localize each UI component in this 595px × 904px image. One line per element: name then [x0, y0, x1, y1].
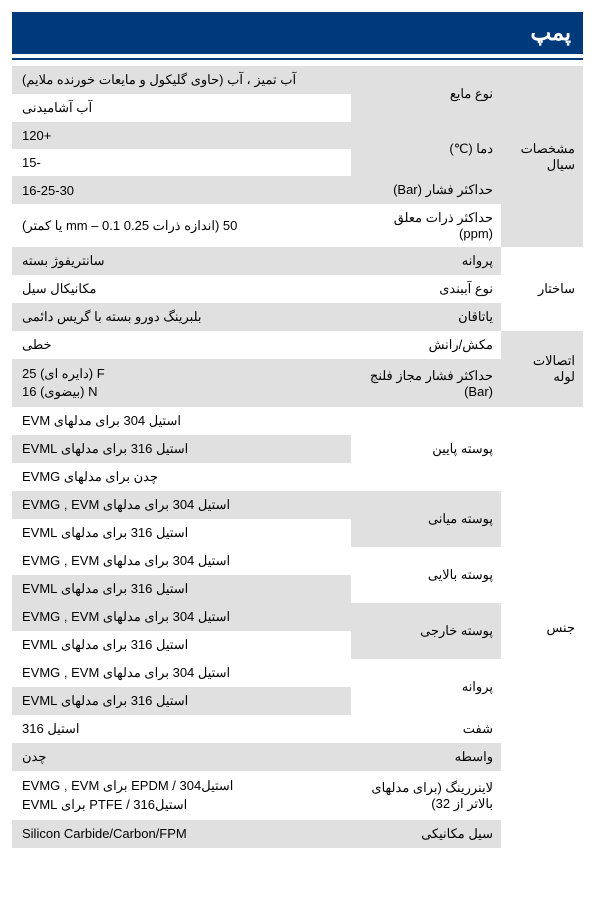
row-value-cell: آب تمیز ، آب (حاوی گلیکول و مایعات خورند… — [12, 66, 351, 94]
row-label-cell: حداکثر ذرات معلق (ppm) — [351, 204, 501, 247]
row-value-cell: F (دایره ای) 25N (بیضوی) 16 — [12, 359, 351, 407]
row-value-cell: خطی — [12, 331, 351, 359]
row-label-cell: حداکثر فشار (Bar) — [351, 176, 501, 204]
row-label-cell: پوسته میانی — [351, 491, 501, 547]
row-value-cell: 50 (اندازه ذرات 0.25 mm – 0.1 یا کمتر) — [12, 204, 351, 247]
row-value-cell: استیل304 / EPDM برای EVMG , EVMاستیل316 … — [12, 771, 351, 819]
section-name-cell: جنس — [501, 407, 583, 847]
row-value-cell: +120 — [12, 122, 351, 149]
row-label-cell: دما (℃) — [351, 122, 501, 176]
row-value-cell: استیل 304 برای مدلهای EVMG , EVM — [12, 547, 351, 575]
row-label-cell: پروانه — [351, 247, 501, 275]
row-value-cell: استیل 316 برای مدلهای EVML — [12, 575, 351, 603]
row-value-cell: آب آشامیدنی — [12, 94, 351, 122]
row-value-cell: استیل 304 برای مدلهای EVMG , EVM — [12, 603, 351, 631]
row-value-cell: بلبرینگ دورو بسته با گریس دائمی — [12, 303, 351, 331]
spec-table: مشخصات سیالنوع مایعآب تمیز ، آب (حاوی گل… — [12, 66, 583, 848]
title-divider — [12, 58, 583, 60]
row-value-cell: سانتریفوژ بسته — [12, 247, 351, 275]
row-value-cell: استیل 316 برای مدلهای EVML — [12, 687, 351, 715]
row-label-cell: پروانه — [351, 659, 501, 715]
row-value-cell: استیل 316 — [12, 715, 351, 743]
row-label-cell: شفت — [351, 715, 501, 743]
row-value-cell: استیل 304 برای مدلهای EVMG , EVM — [12, 659, 351, 687]
row-value-cell: 16-25-30 — [12, 176, 351, 204]
row-value-cell: استیل 316 برای مدلهای EVML — [12, 631, 351, 659]
row-value-cell: چدن — [12, 743, 351, 771]
row-label-cell: یاتاقان — [351, 303, 501, 331]
row-value-cell: استیل 316 برای مدلهای EVML — [12, 435, 351, 463]
row-label-cell: حداکثر فشار مجاز فلنج (Bar) — [351, 359, 501, 407]
row-value-cell: مکانیکال سیل — [12, 275, 351, 303]
row-value-cell: Silicon Carbide/Carbon/FPM — [12, 820, 351, 848]
row-label-cell: مکش/رانش — [351, 331, 501, 359]
row-value-cell: چدن برای مدلهای EVMG — [12, 463, 351, 491]
row-value-cell: -15 — [12, 149, 351, 176]
row-label-cell: پوسته پایین — [351, 407, 501, 491]
row-label-cell: پوسته بالایی — [351, 547, 501, 603]
page-title: پمپ — [12, 12, 583, 54]
row-label-cell: نوع مایع — [351, 66, 501, 122]
row-value-cell: استیل 316 برای مدلهای EVML — [12, 519, 351, 547]
row-value-cell: استیل 304 برای مدلهای EVM — [12, 407, 351, 435]
section-name-cell: مشخصات سیال — [501, 66, 583, 247]
section-name-cell: ساختار — [501, 247, 583, 331]
row-label-cell: واسطه — [351, 743, 501, 771]
row-label-cell: نوع آببندی — [351, 275, 501, 303]
row-label-cell: سیل مکانیکی — [351, 820, 501, 848]
row-label-cell: لاینررینگ (برای مدلهای بالاتر از 32) — [351, 771, 501, 819]
row-label-cell: پوسته خارجی — [351, 603, 501, 659]
section-name-cell: اتصالات لوله — [501, 331, 583, 407]
row-value-cell: استیل 304 برای مدلهای EVMG , EVM — [12, 491, 351, 519]
